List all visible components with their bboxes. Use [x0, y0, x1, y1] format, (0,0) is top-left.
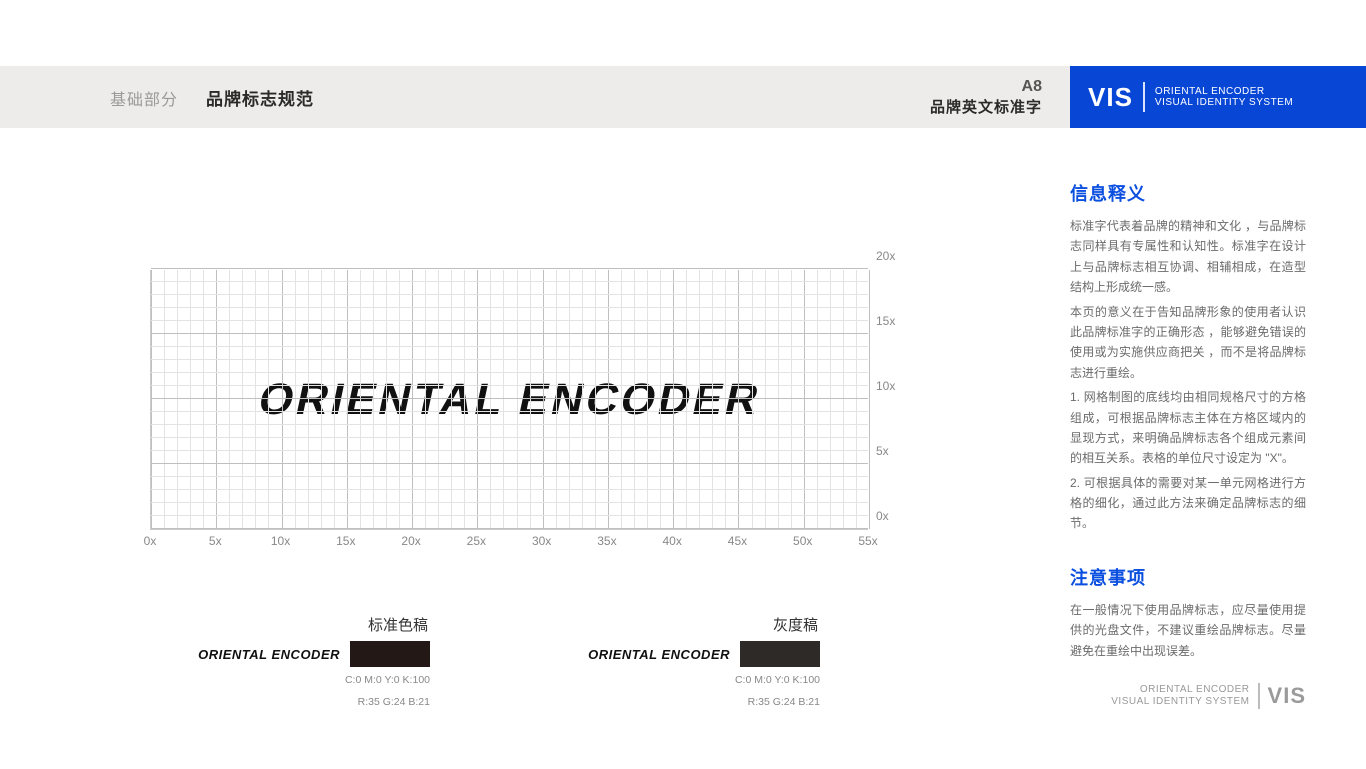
- swatch-row: ORIENTAL ENCODER: [588, 641, 820, 667]
- vis-divider: [1143, 82, 1145, 112]
- vis-text: ORIENTAL ENCODER VISUAL IDENTITY SYSTEM: [1155, 86, 1293, 109]
- swatch-gray: 灰度稿 ORIENTAL ENCODER C:0 M:0 Y:0 K:100 R…: [530, 614, 820, 711]
- footer-line2: VISUAL IDENTITY SYSTEM: [1111, 696, 1249, 708]
- vis-banner: VIS ORIENTAL ENCODER VISUAL IDENTITY SYS…: [1070, 66, 1366, 128]
- grid-chart: ORIENTAL ENCODER 0x5x10x15x20x25x30x35x4…: [150, 270, 890, 530]
- footer-divider: [1258, 683, 1260, 709]
- swatch-row: ORIENTAL ENCODER: [198, 641, 430, 667]
- swatch-title: 标准色稿: [368, 614, 428, 635]
- swatch-name: ORIENTAL ENCODER: [198, 647, 340, 662]
- header-bar: 基础部分 品牌标志规范 A8 品牌英文标准字: [0, 66, 1070, 128]
- vis-line2: VISUAL IDENTITY SYSTEM: [1155, 97, 1293, 109]
- footer-vis: ORIENTAL ENCODER VISUAL IDENTITY SYSTEM …: [1111, 683, 1306, 709]
- header-right: A8 品牌英文标准字: [930, 78, 1042, 117]
- x-axis-tick: 25x: [467, 534, 486, 548]
- header-code: A8: [930, 78, 1042, 96]
- header-category: 基础部分: [110, 86, 178, 110]
- x-axis-tick: 30x: [532, 534, 551, 548]
- swatch-rgb: R:35 G:24 B:21: [358, 695, 430, 711]
- y-axis-tick: 10x: [876, 379, 895, 393]
- y-axis-tick: 20x: [876, 249, 895, 263]
- swatch-rgb: R:35 G:24 B:21: [748, 695, 820, 711]
- footer-line1: ORIENTAL ENCODER: [1111, 684, 1249, 696]
- swatch-cmyk: C:0 M:0 Y:0 K:100: [345, 673, 430, 689]
- grid-area: ORIENTAL ENCODER: [150, 270, 868, 530]
- x-axis-tick: 55x: [858, 534, 877, 548]
- swatch-standard: 标准色稿 ORIENTAL ENCODER C:0 M:0 Y:0 K:100 …: [140, 614, 430, 711]
- swatch-name: ORIENTAL ENCODER: [588, 647, 730, 662]
- side-sec2-title: 注意事项: [1070, 564, 1306, 590]
- y-axis-tick: 0x: [876, 509, 889, 523]
- swatch-section: 标准色稿 ORIENTAL ENCODER C:0 M:0 Y:0 K:100 …: [140, 614, 890, 711]
- x-axis-tick: 45x: [728, 534, 747, 548]
- x-axis-tick: 5x: [209, 534, 222, 548]
- x-axis-tick: 20x: [401, 534, 420, 548]
- swatch-color: [740, 641, 820, 667]
- side-sec1-p2: 本页的意义在于告知品牌形象的使用者认识此品牌标准字的正确形态 ，能够避免错误的使…: [1070, 302, 1306, 384]
- vis-abbr: VIS: [1088, 82, 1133, 113]
- x-axis-tick: 15x: [336, 534, 355, 548]
- footer-abbr: VIS: [1268, 683, 1306, 709]
- x-axis-tick: 0x: [144, 534, 157, 548]
- header-title: 品牌标志规范: [206, 85, 314, 110]
- swatch-color: [350, 641, 430, 667]
- header-left: 基础部分 品牌标志规范: [110, 85, 314, 110]
- side-sec1-p1: 标准字代表着品牌的精神和文化 ，与品牌标志同样具有专属性和认知性。标准字在设计上…: [1070, 216, 1306, 298]
- footer-text: ORIENTAL ENCODER VISUAL IDENTITY SYSTEM: [1111, 684, 1249, 708]
- header-subtitle: 品牌英文标准字: [930, 96, 1042, 117]
- vis-line1: ORIENTAL ENCODER: [1155, 86, 1293, 98]
- side-sec1-p3: 1. 网格制图的底线均由相同规格尺寸的方格组成，可根据品牌标志主体在方格区域内的…: [1070, 387, 1306, 469]
- y-axis-tick: 5x: [876, 444, 889, 458]
- x-axis-tick: 50x: [793, 534, 812, 548]
- side-sec2-p1: 在一般情况下使用品牌标志，应尽量使用提供的光盘文件，不建议重绘品牌标志。尽量避免…: [1070, 600, 1306, 661]
- wordmark: ORIENTAL ENCODER: [254, 375, 766, 425]
- swatch-title: 灰度稿: [773, 614, 818, 635]
- swatch-cmyk: C:0 M:0 Y:0 K:100: [735, 673, 820, 689]
- y-axis-tick: 15x: [876, 314, 895, 328]
- side-sec1-title: 信息释义: [1070, 180, 1306, 206]
- x-axis-tick: 40x: [662, 534, 681, 548]
- x-axis-tick: 10x: [271, 534, 290, 548]
- side-panel: 信息释义 标准字代表着品牌的精神和文化 ，与品牌标志同样具有专属性和认知性。标准…: [1070, 180, 1306, 665]
- x-axis-tick: 35x: [597, 534, 616, 548]
- side-sec1-p4: 2. 可根据具体的需要对某一单元网格进行方格的细化，通过此方法来确定品牌标志的细…: [1070, 473, 1306, 534]
